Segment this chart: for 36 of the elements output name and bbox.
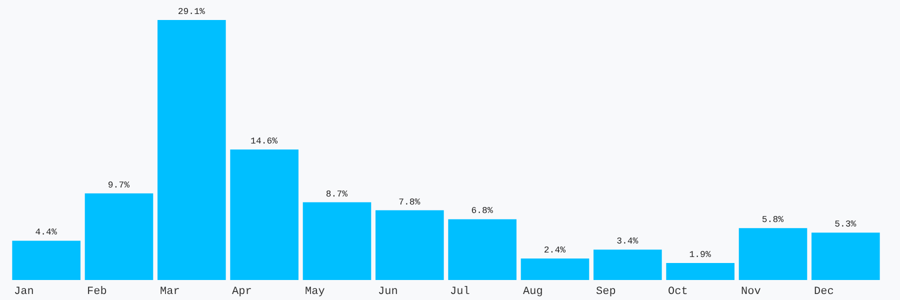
data-label: 9.7% xyxy=(108,180,130,190)
bar xyxy=(158,20,226,280)
data-label: 29.1% xyxy=(178,7,206,17)
bar xyxy=(594,250,662,280)
data-label: 1.9% xyxy=(689,250,712,260)
data-label: 4.4% xyxy=(35,228,58,238)
bar xyxy=(812,232,880,280)
bar xyxy=(666,263,734,280)
x-tick-label: May xyxy=(305,286,326,298)
bar xyxy=(302,202,372,280)
bar xyxy=(12,240,80,280)
bar xyxy=(520,258,590,280)
bar xyxy=(230,150,298,280)
data-label: 8.7% xyxy=(326,189,348,200)
data-label: 5.3% xyxy=(834,220,857,230)
x-tick-label: Mar xyxy=(160,286,180,298)
x-tick-label: Jul xyxy=(450,286,470,298)
x-tick-label: Feb xyxy=(87,286,107,298)
data-label: 3.4% xyxy=(616,236,639,247)
bar xyxy=(84,193,154,280)
bar xyxy=(738,228,808,280)
data-label: 7.8% xyxy=(398,197,421,208)
bar xyxy=(448,219,516,280)
data-label: 2.4% xyxy=(544,246,566,256)
bar xyxy=(376,210,444,280)
x-tick-label: Oct xyxy=(668,286,688,298)
x-tick-label: Sep xyxy=(596,286,616,298)
x-tick-label: Apr xyxy=(232,286,252,298)
x-tick-label: Dec xyxy=(814,286,834,298)
data-label: 5.8% xyxy=(762,215,784,226)
x-tick-label: Aug xyxy=(523,286,543,298)
x-tick-label: Jun xyxy=(378,286,398,298)
data-label: 14.6% xyxy=(250,136,278,147)
data-label: 6.8% xyxy=(471,206,494,216)
x-tick-label: Jan xyxy=(14,286,34,298)
x-tick-label: Nov xyxy=(741,286,762,298)
